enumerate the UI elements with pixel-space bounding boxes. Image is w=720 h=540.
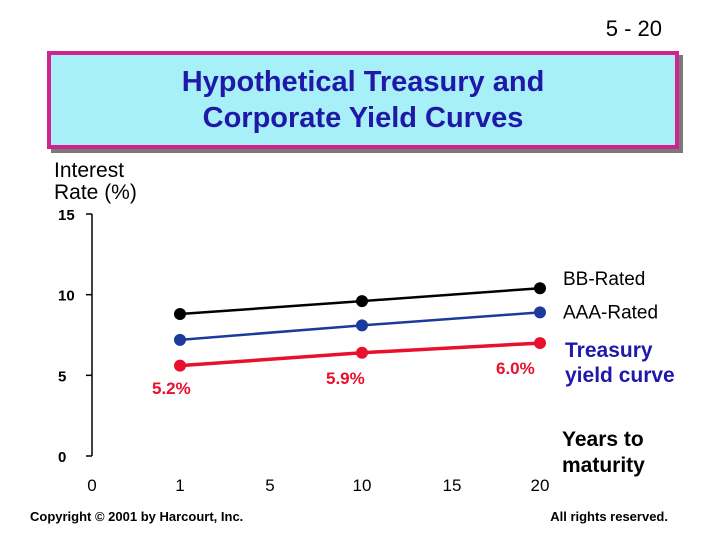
x-tick-label-15: 15 <box>443 476 462 495</box>
x-tick-label-5: 5 <box>265 476 274 495</box>
y-tick-label-10: 10 <box>58 288 75 305</box>
title-line-2: Corporate Yield Curves <box>202 102 524 134</box>
x-axis-label-line-1: Years to <box>562 428 644 451</box>
series-1-point-2 <box>534 306 546 319</box>
series-2-point-2 <box>534 337 546 350</box>
data-label-treasury-1: 5.2% <box>152 379 191 398</box>
series-2-point-0 <box>174 359 186 372</box>
legend-label-bb-rated: BB-Rated <box>563 269 645 290</box>
series-0-point-1 <box>356 295 368 308</box>
y-tick-label-15: 15 <box>58 207 75 224</box>
x-tick-label-10: 10 <box>353 476 372 495</box>
y-axis-label-line-1: Interest <box>54 159 125 182</box>
series-0-point-2 <box>534 282 546 295</box>
x-tick-label-1: 1 <box>175 476 184 495</box>
series-0-point-0 <box>174 308 186 321</box>
series-1-point-1 <box>356 319 368 332</box>
legend-label-aaa-rated: AAA-Rated <box>563 302 658 323</box>
title-box: Hypothetical Treasury and Corporate Yiel… <box>47 51 679 149</box>
x-tick-label-0: 0 <box>87 476 96 495</box>
y-tick-label-5: 5 <box>58 368 66 385</box>
copyright-notice: Copyright © 2001 by Harcourt, Inc. <box>30 509 244 524</box>
x-axis-label-line-2: maturity <box>562 454 645 477</box>
x-tick-label-20: 20 <box>531 476 550 495</box>
series-2-point-1 <box>356 346 368 359</box>
series-1-point-0 <box>174 333 186 346</box>
title-line-1: Hypothetical Treasury and <box>181 66 545 98</box>
legend-label-treasury-line-2: yield curve <box>565 364 675 387</box>
y-axis-label: Interest Rate (%) <box>54 160 137 204</box>
rights-notice: All rights reserved. <box>550 509 668 524</box>
y-tick-label-0: 0 <box>58 449 66 466</box>
legend-label-treasury-line-1: Treasury <box>565 339 653 362</box>
data-label-treasury-2: 5.9% <box>326 369 365 388</box>
y-axis-label-line-2: Rate (%) <box>54 181 137 204</box>
slide-number: 5 - 20 <box>605 16 662 41</box>
data-label-treasury-3: 6.0% <box>496 359 535 378</box>
